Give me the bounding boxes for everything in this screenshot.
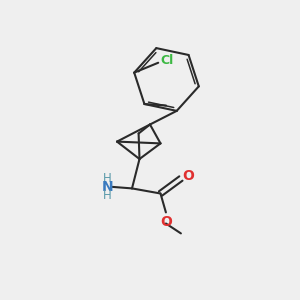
Text: O: O (182, 169, 194, 182)
Text: O: O (160, 215, 172, 230)
Text: H: H (103, 189, 112, 203)
Text: H: H (103, 172, 112, 185)
Text: N: N (101, 180, 113, 194)
Text: Cl: Cl (160, 54, 174, 67)
